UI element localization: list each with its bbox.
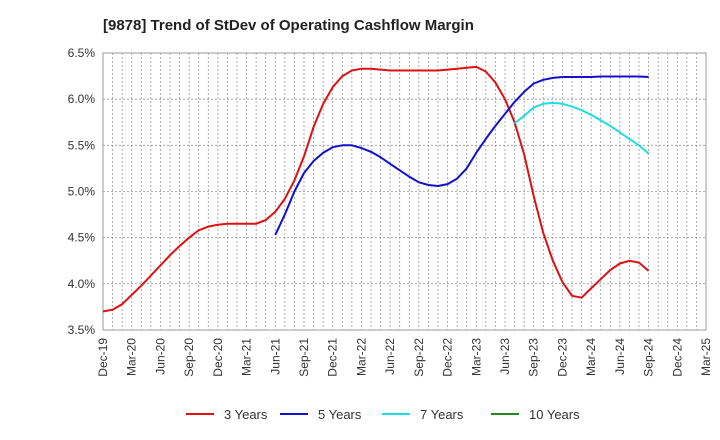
x-tick-label: Dec-19 xyxy=(96,338,110,377)
x-tick-label: Dec-22 xyxy=(441,338,455,377)
legend-label: 7 Years xyxy=(420,407,464,422)
legend-label: 5 Years xyxy=(318,407,362,422)
y-tick-label: 6.0% xyxy=(68,92,96,106)
series-line-7-years xyxy=(513,101,650,155)
x-tick-label: Mar-22 xyxy=(354,338,368,376)
x-tick-label: Mar-20 xyxy=(125,338,139,376)
axis-layer: 3.5% 4.0% 4.5% 5.0% 5.5% 6.0% 6.5% Dec-19 Mar-20… xyxy=(68,46,713,377)
x-tick-label: Dec-20 xyxy=(211,338,225,377)
chart-title: [9878] Trend of StDev of Operating Cashf… xyxy=(103,17,474,34)
y-tick-label: 4.0% xyxy=(68,277,96,291)
x-tick-label: Sep-23 xyxy=(527,338,541,377)
x-tick-label: Sep-22 xyxy=(412,338,426,377)
x-tick-label: Sep-20 xyxy=(182,338,196,377)
y-tick-label: 5.5% xyxy=(68,138,96,152)
x-tick-label: Jun-21 xyxy=(268,338,282,375)
x-tick-label: Sep-21 xyxy=(297,338,311,377)
y-tick-label: 6.5% xyxy=(68,46,96,60)
series-line-5-years xyxy=(274,75,649,236)
legend-label: 3 Years xyxy=(224,407,268,422)
legend: 3 Years 5 Years 7 Years 10 Years xyxy=(186,407,580,422)
y-tick-label: 3.5% xyxy=(68,323,96,337)
y-tick-label: 4.5% xyxy=(68,231,96,245)
x-tick-label: Mar-23 xyxy=(469,338,483,376)
x-tick-label: Dec-24 xyxy=(670,338,684,377)
x-tick-label: Dec-23 xyxy=(555,338,569,377)
series-layer xyxy=(102,65,650,313)
x-tick-label: Jun-24 xyxy=(613,338,627,375)
x-tick-label: Jun-23 xyxy=(498,338,512,375)
series-line-3-years xyxy=(102,65,650,313)
x-tick-label: Mar-21 xyxy=(240,338,254,376)
x-tick-label: Jun-22 xyxy=(383,338,397,375)
x-tick-label: Jun-20 xyxy=(153,338,167,375)
legend-label: 10 Years xyxy=(529,407,580,422)
x-tick-label: Sep-24 xyxy=(642,338,656,377)
y-tick-label: 5.0% xyxy=(68,185,96,199)
x-tick-label: Dec-21 xyxy=(326,338,340,377)
grid-layer xyxy=(102,52,707,331)
x-tick-label: Mar-25 xyxy=(699,338,713,376)
x-tick-label: Mar-24 xyxy=(584,338,598,376)
